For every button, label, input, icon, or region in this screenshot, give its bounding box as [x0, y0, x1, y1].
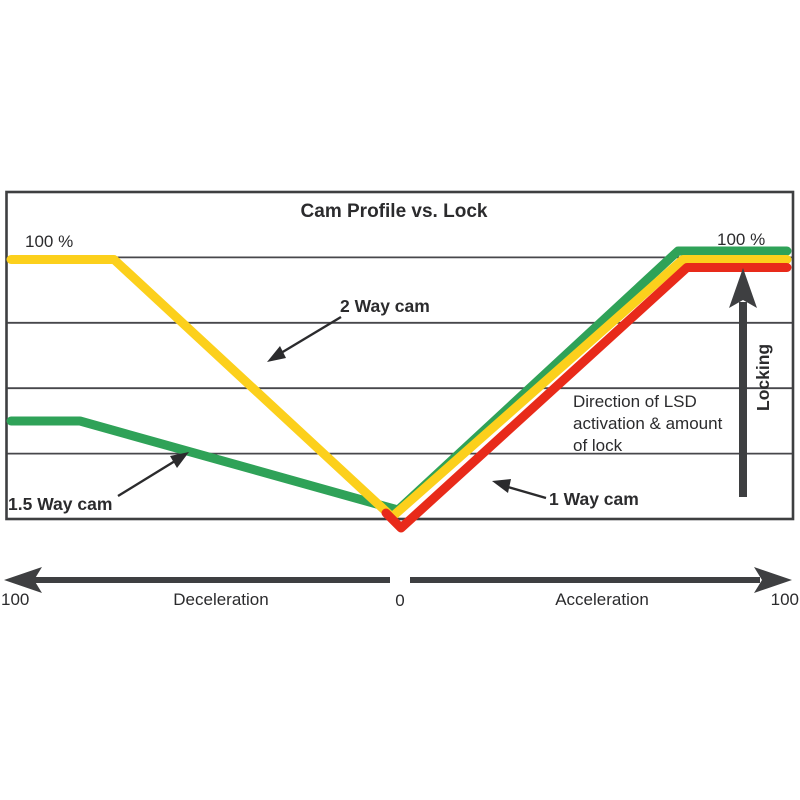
x-axis-arrow — [4, 567, 792, 593]
one-way-cam-label: 1 Way cam — [549, 489, 639, 509]
direction-note-line3: of lock — [573, 436, 623, 455]
locking-label: Locking — [753, 344, 773, 411]
direction-note-line1: Direction of LSD — [573, 392, 697, 411]
chart-plot-area — [5, 190, 795, 521]
locking-arrow-head-icon — [729, 268, 757, 308]
x-label-zero: 0 — [395, 591, 404, 610]
one-five-way-arrow-line — [117, 459, 176, 498]
one-five-way-cam-pointer-arrow — [117, 452, 189, 498]
series-lines — [6, 246, 792, 533]
x-label-left-100: 100 — [1, 590, 29, 609]
x-label-right-100: 100 — [771, 590, 799, 609]
gridlines — [7, 256, 792, 455]
two-way-cam-pointer-arrow — [267, 315, 342, 362]
x-label-acceleration: Acceleration — [555, 590, 649, 609]
y-max-label-left: 100 % — [25, 232, 73, 251]
two-way-cam-label: 2 Way cam — [340, 296, 430, 316]
one-way-arrow-line — [507, 485, 547, 500]
two-way-arrow-line — [280, 315, 342, 355]
locking-direction-arrow — [729, 268, 757, 497]
direction-note-line2: activation & amount — [573, 414, 723, 433]
series-line-1-5-way-cam — [6, 246, 792, 515]
x-axis-labels: 100 Deceleration 0 Acceleration 100 — [1, 590, 799, 610]
one-way-cam-pointer-arrow — [492, 479, 547, 500]
one-five-way-cam-label: 1.5 Way cam — [8, 494, 112, 514]
y-max-label-right: 100 % — [717, 230, 765, 249]
two-way-arrow-head-icon — [267, 346, 286, 362]
x-label-deceleration: Deceleration — [173, 590, 268, 609]
x-axis-right-arrow-head-icon — [754, 567, 792, 593]
one-five-way-arrow-head-icon — [170, 452, 189, 468]
series-line-1-way-cam — [381, 263, 792, 533]
chart-title: Cam Profile vs. Lock — [301, 201, 488, 222]
direction-note: Direction of LSD activation & amount of … — [573, 392, 723, 455]
one-way-arrow-head-icon — [492, 479, 511, 493]
x-axis-left-arrow-head-icon — [4, 567, 42, 593]
